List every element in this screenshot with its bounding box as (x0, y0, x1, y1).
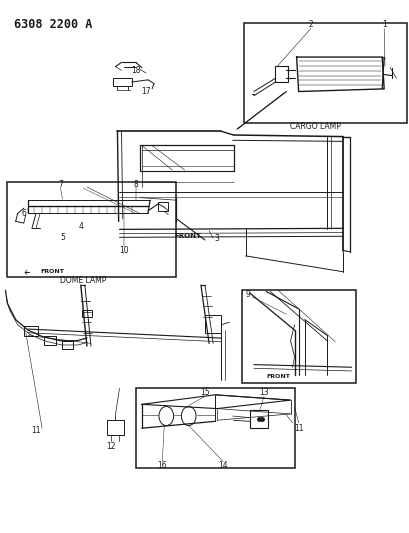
Bar (62, 341, 72, 349)
Text: 11: 11 (31, 426, 40, 435)
Text: FRONT: FRONT (174, 233, 201, 239)
Bar (113, 78, 131, 86)
Text: 8: 8 (133, 180, 138, 189)
Text: 6308 2200 A: 6308 2200 A (13, 18, 92, 31)
Bar (44, 336, 56, 345)
Bar (249, 410, 267, 428)
Text: 10: 10 (119, 246, 128, 255)
Bar (7, 182, 176, 277)
Bar (204, 316, 221, 333)
Text: 16: 16 (157, 461, 166, 470)
Text: 13: 13 (258, 388, 268, 397)
Text: 14: 14 (218, 461, 227, 470)
Text: 9: 9 (245, 289, 249, 298)
Text: 2: 2 (308, 20, 312, 29)
Bar (107, 420, 123, 435)
Text: 17: 17 (141, 87, 151, 96)
Bar (243, 22, 406, 123)
Text: DOME LAMP: DOME LAMP (59, 276, 106, 285)
Text: 12: 12 (106, 442, 116, 451)
Text: 3: 3 (214, 234, 219, 243)
Bar (135, 389, 294, 468)
Text: 6: 6 (21, 209, 26, 218)
Bar (81, 310, 92, 317)
Bar (275, 66, 287, 82)
Text: 15: 15 (200, 388, 209, 397)
Bar (24, 326, 38, 336)
Text: 5: 5 (60, 233, 65, 242)
Text: FRONT: FRONT (40, 269, 64, 274)
Text: 7: 7 (58, 180, 63, 189)
Bar (241, 290, 355, 383)
Text: 4: 4 (78, 222, 83, 231)
Text: 11: 11 (293, 424, 303, 433)
Text: CARGO LAMP: CARGO LAMP (289, 122, 339, 131)
Text: 1: 1 (381, 20, 386, 29)
Text: FRONT: FRONT (265, 375, 289, 379)
Bar (158, 202, 167, 211)
Text: 18: 18 (131, 66, 140, 75)
